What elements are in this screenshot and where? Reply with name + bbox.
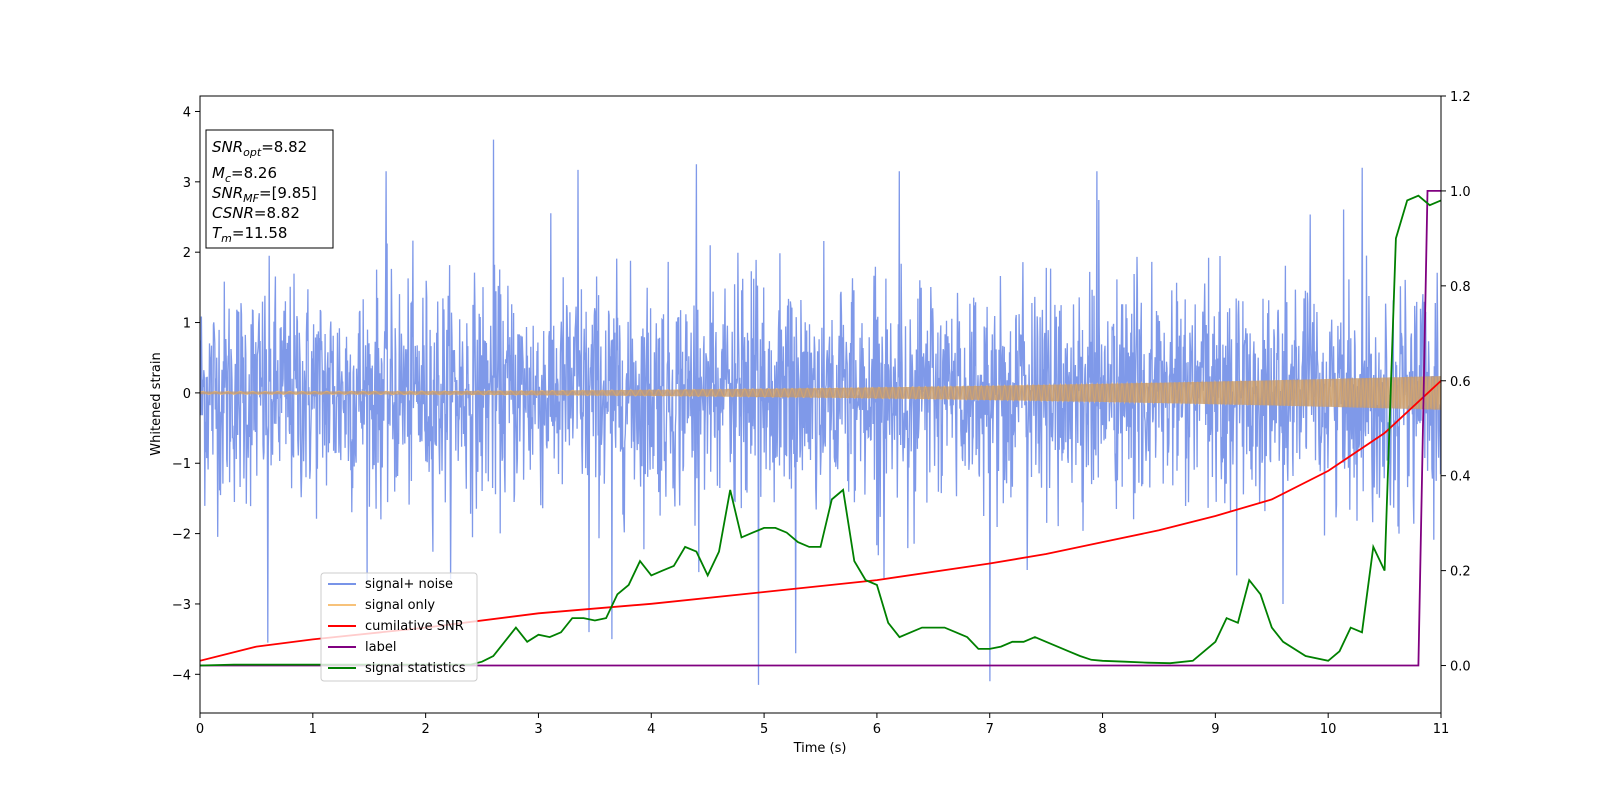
x-tick-label: 5 <box>760 722 768 737</box>
plot-frame <box>199 95 1442 714</box>
y2-tick-label: 1.2 <box>1450 90 1471 105</box>
series-label <box>200 190 1441 667</box>
legend-label: signal+ noise <box>365 577 453 592</box>
series-signal-statistics <box>200 194 1441 667</box>
x-tick-label: 10 <box>1320 722 1337 737</box>
x-tick-label: 0 <box>196 722 204 737</box>
annotation-line: SNRMF=[9.85] <box>212 184 317 205</box>
y-axis-label: Whitened strain <box>149 352 164 455</box>
legend: signal+ noise signal only cumilative SNR la… <box>320 572 478 682</box>
y-tick-label: 3 <box>183 176 191 191</box>
x-tick-label: 1 <box>309 722 317 737</box>
x-tick-label: 6 <box>873 722 881 737</box>
legend-label: signal statistics <box>365 661 466 676</box>
x-tick-label: 3 <box>534 722 542 737</box>
x-tick-label: 9 <box>1211 722 1219 737</box>
y-tick-label: 1 <box>183 317 191 332</box>
y-axis-left: −4 −3 −2 −1 0 1 2 3 4 <box>172 105 200 683</box>
annotation-frame <box>205 129 334 249</box>
y2-tick-label: 0.8 <box>1450 280 1471 295</box>
legend-label: cumilative SNR <box>365 619 464 634</box>
y2-tick-label: 0.6 <box>1450 375 1471 390</box>
y2-tick-label: 0.0 <box>1450 660 1471 675</box>
y-tick-label: 0 <box>183 387 191 402</box>
x-axis-label: Time (s) <box>793 741 847 756</box>
x-tick-label: 2 <box>421 722 429 737</box>
y-axis-right: 0.0 0.2 0.4 0.6 0.8 1.0 1.2 <box>1441 90 1471 675</box>
series-signal-only-envelope <box>200 376 1441 410</box>
x-tick-label: 7 <box>986 722 994 737</box>
y-tick-label: 2 <box>183 246 191 261</box>
x-tick-label: 11 <box>1433 722 1450 737</box>
annotation-line: Tm=11.58 <box>212 224 287 245</box>
annotation-line: SNRopt=8.82 <box>212 138 307 159</box>
annotation-line: Mc=8.26 <box>212 164 277 185</box>
y-tick-label: −1 <box>172 457 191 472</box>
series-signal-noise <box>200 139 1441 685</box>
x-axis: 0 1 2 3 4 5 6 7 8 9 10 11 <box>196 713 1449 737</box>
y-tick-label: −2 <box>172 528 191 543</box>
y2-tick-label: 1.0 <box>1450 185 1471 200</box>
legend-label: label <box>365 640 396 655</box>
y-tick-label: 4 <box>183 105 191 120</box>
y2-tick-label: 0.4 <box>1450 470 1471 485</box>
y-tick-label: −3 <box>172 598 191 613</box>
x-tick-label: 8 <box>1098 722 1106 737</box>
legend-label: signal only <box>365 598 435 613</box>
annotation-line: CSNR=8.82 <box>212 204 300 222</box>
y-tick-label: −4 <box>172 668 191 683</box>
legend-frame <box>320 572 478 682</box>
x-tick-label: 4 <box>647 722 655 737</box>
y2-tick-label: 0.2 <box>1450 565 1471 580</box>
